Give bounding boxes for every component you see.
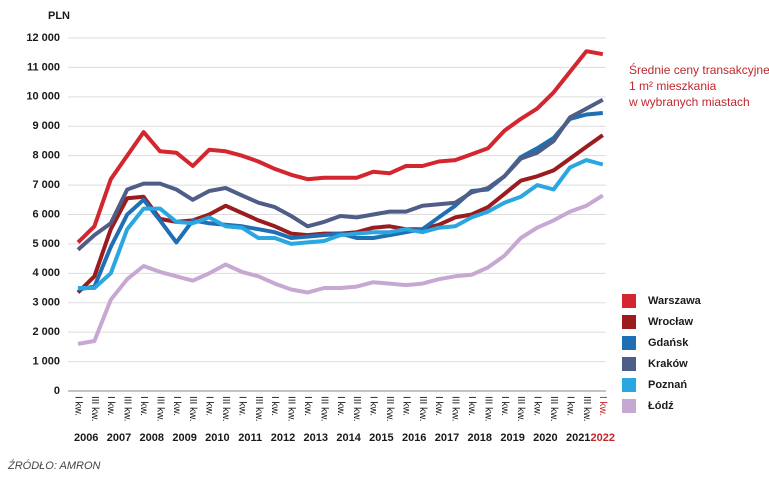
x-year-label: 2008 — [140, 432, 164, 444]
y-tick-label: 1 000 — [32, 355, 60, 367]
x-tick-label: I kw. — [171, 396, 182, 416]
x-tick-label: III kw. — [122, 396, 133, 422]
x-year-label: 2016 — [402, 432, 426, 444]
legend-swatch — [622, 294, 636, 308]
y-tick-label: 7 000 — [32, 179, 60, 191]
x-year-label: 2007 — [107, 432, 131, 444]
legend-swatch — [622, 336, 636, 350]
x-tick-label: I kw. — [532, 396, 543, 416]
legend-label: Warszawa — [648, 295, 702, 307]
x-year-label: 2022 — [591, 432, 615, 444]
series-line — [77, 111, 603, 292]
chart-title: Średnie ceny transakcyjne — [629, 62, 769, 77]
y-tick-label: 0 — [54, 385, 60, 397]
legend-swatch — [622, 315, 636, 329]
x-tick-label: I kw. — [105, 396, 116, 416]
legend-swatch — [622, 378, 636, 392]
x-tick-label: III kw. — [253, 396, 264, 422]
x-year-label: 2009 — [172, 432, 196, 444]
x-year-label: 2018 — [468, 432, 492, 444]
y-tick-label: 8 000 — [32, 150, 60, 162]
chart-title: 1 m² mieszkania — [629, 79, 717, 93]
x-tick-label: III kw. — [384, 396, 395, 422]
x-year-label: 2014 — [336, 432, 361, 444]
x-year-label: 2013 — [304, 432, 328, 444]
x-tick-label: I kw. — [269, 396, 280, 416]
legend-label: Łódź — [648, 400, 674, 412]
series-line — [76, 98, 604, 252]
x-tick-label: I kw. — [72, 396, 83, 416]
x-tick-label: III kw. — [482, 396, 493, 422]
y-tick-label: 11 000 — [27, 61, 60, 73]
x-year-label: 2021 — [566, 432, 590, 444]
y-tick-label: 4 000 — [32, 267, 60, 279]
x-tick-label: III kw. — [351, 396, 362, 422]
y-tick-label: 5 000 — [32, 238, 60, 250]
x-tick-label: III kw. — [450, 396, 461, 422]
x-tick-label: III kw. — [154, 396, 165, 422]
legend-swatch — [622, 399, 636, 413]
y-tick-label: 6 000 — [32, 208, 60, 220]
x-year-label: 2015 — [369, 432, 393, 444]
x-tick-label: I kw. — [138, 396, 149, 416]
x-tick-label: I kw. — [564, 396, 575, 416]
y-tick-label: 12 000 — [26, 32, 60, 44]
x-tick-label: I kw. — [499, 396, 510, 416]
legend-label: Kraków — [648, 358, 688, 370]
x-tick-label: III kw. — [318, 396, 329, 422]
x-tick-label: I kw. — [400, 396, 411, 416]
y-tick-label: 2 000 — [32, 326, 60, 338]
legend-label: Wrocław — [648, 316, 693, 328]
x-tick-label: III kw. — [515, 396, 526, 422]
x-tick-label: III kw. — [89, 396, 100, 422]
series-line — [76, 49, 604, 244]
x-tick-label: I kw. — [302, 396, 313, 416]
x-tick-label: I kw. — [433, 396, 444, 416]
x-tick-label: I kw. — [236, 396, 247, 416]
chart-title: w wybranych miastach — [628, 95, 750, 109]
x-year-label: 2019 — [500, 432, 524, 444]
legend-label: Gdańsk — [648, 337, 689, 349]
y-axis-label: PLN — [48, 10, 70, 22]
series-line — [77, 193, 604, 346]
x-tick-label: I kw. — [204, 396, 215, 416]
y-tick-label: 10 000 — [26, 91, 60, 103]
x-year-label: 2010 — [205, 432, 229, 444]
x-year-label: 2006 — [74, 432, 98, 444]
x-tick-label: I kw. — [466, 396, 477, 416]
x-year-label: 2012 — [271, 432, 295, 444]
x-year-label: 2020 — [533, 432, 557, 444]
source: ŹRÓDŁO: AMRON — [7, 459, 101, 472]
x-tick-label: III kw. — [286, 396, 297, 422]
x-tick-label: III kw. — [220, 396, 231, 422]
x-tick-label: I kw. — [335, 396, 346, 416]
legend-label: Poznań — [648, 379, 687, 391]
x-year-label: 2017 — [435, 432, 459, 444]
x-tick-label: III kw. — [187, 396, 198, 422]
x-tick-label: III kw. — [548, 396, 559, 422]
x-year-label: 2011 — [238, 432, 262, 444]
x-tick-label: III kw. — [417, 396, 428, 422]
x-tick-label: I kw. — [368, 396, 379, 416]
y-tick-label: 9 000 — [32, 120, 60, 132]
y-tick-label: 3 000 — [32, 297, 60, 309]
series-line — [78, 158, 604, 290]
x-tick-label: I kw. — [597, 396, 608, 416]
legend-swatch — [622, 357, 636, 371]
x-tick-label: III kw. — [581, 396, 592, 422]
